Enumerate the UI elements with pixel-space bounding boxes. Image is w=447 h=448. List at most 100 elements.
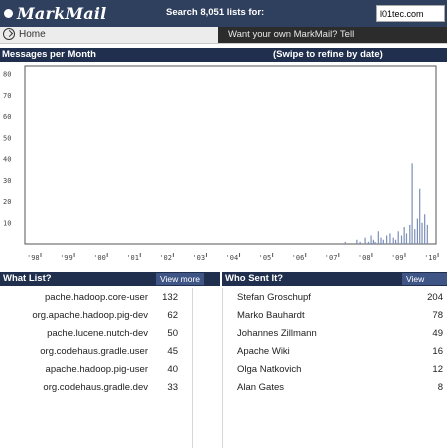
home-link[interactable]: Home: [3, 28, 46, 40]
list-item[interactable]: org.apache.hadoop.pig-dev 62: [0, 306, 220, 324]
y-tick-label: 70: [3, 92, 11, 100]
x-tick-label: '99: [60, 254, 73, 262]
chart-bar: [359, 241, 361, 244]
chart-bar: [416, 218, 418, 244]
list-name: org.codehaus.gradle.dev: [43, 382, 148, 393]
sender-count: 204: [427, 292, 443, 303]
sender-item[interactable]: Olga Natkovich 12: [225, 360, 447, 378]
chart-bar: [405, 233, 408, 244]
logo-bullet-icon: [4, 9, 13, 18]
chart-frame: [24, 65, 437, 245]
chart-bar: [403, 227, 405, 244]
what-list-header: What List? View more: [0, 272, 220, 286]
sender-count: 16: [432, 346, 443, 357]
x-tick-label: '09: [391, 254, 404, 262]
sender-name: Alan Gates: [237, 382, 284, 393]
list-item[interactable]: pache.lucene.nutch-dev 50: [0, 324, 220, 342]
x-tick-label: '04: [226, 254, 239, 262]
who-sent-view-more-button[interactable]: View more: [402, 273, 447, 296]
messages-chart[interactable]: 10 20 30 40 50 60 70 80 '98 '99 '00 '01 '02 '03 '04 '05…: [0, 62, 447, 274]
list-count: 45: [167, 346, 178, 357]
messages-per-month-title: Messages per Month: [2, 49, 96, 60]
sender-name: Marko Bauhardt: [237, 310, 305, 321]
promo-banner[interactable]: Want your own MarkMail? Tell: [218, 27, 447, 43]
y-tick-label: 50: [3, 134, 11, 142]
list-name: org.apache.hadoop.pig-dev: [32, 310, 148, 321]
list-name: pache.hadoop.core-user: [45, 292, 148, 303]
chart-bar: [356, 239, 358, 244]
sender-name: Apache Wiki: [237, 346, 290, 357]
sender-count: 78: [432, 310, 443, 321]
nav-bar: Home Want your own MarkMail? Tell: [0, 27, 447, 44]
y-tick-label: 40: [3, 156, 11, 164]
sender-item[interactable]: Marko Bauhardt 78: [225, 306, 447, 324]
chart-bar: [394, 239, 397, 244]
x-tick-label: '07: [325, 254, 338, 262]
chart-bar: [411, 163, 413, 244]
list-count: 132: [162, 292, 178, 303]
chart-bar: [367, 241, 370, 244]
x-tick-label: '05: [259, 254, 272, 262]
chart-bar: [386, 235, 388, 244]
sender-item[interactable]: Stefan Groschupf 204: [225, 288, 447, 306]
chart-bar: [370, 235, 372, 244]
what-list-list: pache.hadoop.core-user 132 org.apache.had…: [0, 288, 220, 396]
y-tick-label: 80: [3, 71, 11, 79]
what-list-title: What List?: [3, 273, 52, 284]
who-sent-header: Who Sent It? View more: [222, 272, 447, 296]
list-name: org.codehaus.gradle.user: [40, 346, 148, 357]
chart-bar: [419, 188, 421, 244]
chart-bar: [374, 241, 376, 244]
what-list-view-more-button[interactable]: View more: [156, 273, 204, 285]
search-label: Search 8,051 lists for:: [166, 7, 265, 18]
chart-bar: [377, 231, 379, 244]
x-tick-label: '03: [192, 254, 205, 262]
sender-item[interactable]: Alan Gates 8: [225, 378, 447, 396]
chart-bar: [414, 229, 416, 244]
sender-name: Stefan Groschupf: [237, 292, 311, 303]
y-tick-label: 20: [3, 198, 11, 206]
sender-item[interactable]: Apache Wiki 16: [225, 342, 447, 360]
chart-bar: [392, 237, 394, 244]
chart-bar: [382, 239, 384, 244]
chart-bar: [424, 214, 426, 244]
y-tick-label: 10: [3, 219, 11, 227]
x-tick-label: '02: [159, 254, 172, 262]
x-tick-label: '06: [292, 254, 305, 262]
list-count: 40: [167, 364, 178, 375]
y-tick-label: 30: [3, 177, 11, 185]
list-count: 50: [167, 328, 178, 339]
home-label: Home: [19, 28, 46, 40]
column-divider: [222, 288, 223, 448]
list-item[interactable]: apache.hadoop.pig-user 40: [0, 360, 220, 378]
x-tick-label: '10: [424, 254, 437, 262]
chart-bar: [421, 222, 423, 244]
search-input[interactable]: [376, 5, 445, 22]
chart-bar: [397, 231, 399, 244]
sender-item[interactable]: Johannes Zillmann 49: [225, 324, 447, 342]
y-tick-label: 60: [3, 113, 11, 121]
chart-bar: [426, 224, 428, 244]
list-item[interactable]: org.codehaus.gradle.dev 33: [0, 378, 220, 396]
sender-count: 12: [432, 364, 443, 375]
list-item[interactable]: pache.hadoop.core-user 132: [0, 288, 220, 306]
x-tick-label: '00: [93, 254, 106, 262]
x-tick-label: '01: [126, 254, 139, 262]
messages-chart-svg[interactable]: 10 20 30 40 50 60 70 80 '98 '99 '00 '01 '02 '03 '04 '05…: [0, 62, 447, 274]
column-divider: [192, 288, 193, 448]
list-item[interactable]: org.codehaus.gradle.user 45: [0, 342, 220, 360]
sender-count: 49: [432, 328, 443, 339]
sender-count: 8: [437, 382, 443, 393]
list-count: 33: [167, 382, 178, 393]
chart-bar: [389, 233, 391, 244]
chart-bar: [380, 237, 382, 244]
swipe-hint: (Swipe to refine by date): [273, 49, 383, 60]
markmail-logo[interactable]: MarkMail: [4, 3, 106, 24]
chart-bar: [400, 235, 403, 244]
list-name: pache.lucene.nutch-dev: [47, 328, 148, 339]
list-name: apache.hadoop.pig-user: [45, 364, 148, 375]
chart-bar: [364, 237, 366, 244]
chart-bar: [409, 224, 411, 244]
who-sent-title: Who Sent It?: [225, 273, 284, 284]
who-sent-list: Stefan Groschupf 204 Marko Bauhardt 78 Joh…: [225, 288, 447, 396]
